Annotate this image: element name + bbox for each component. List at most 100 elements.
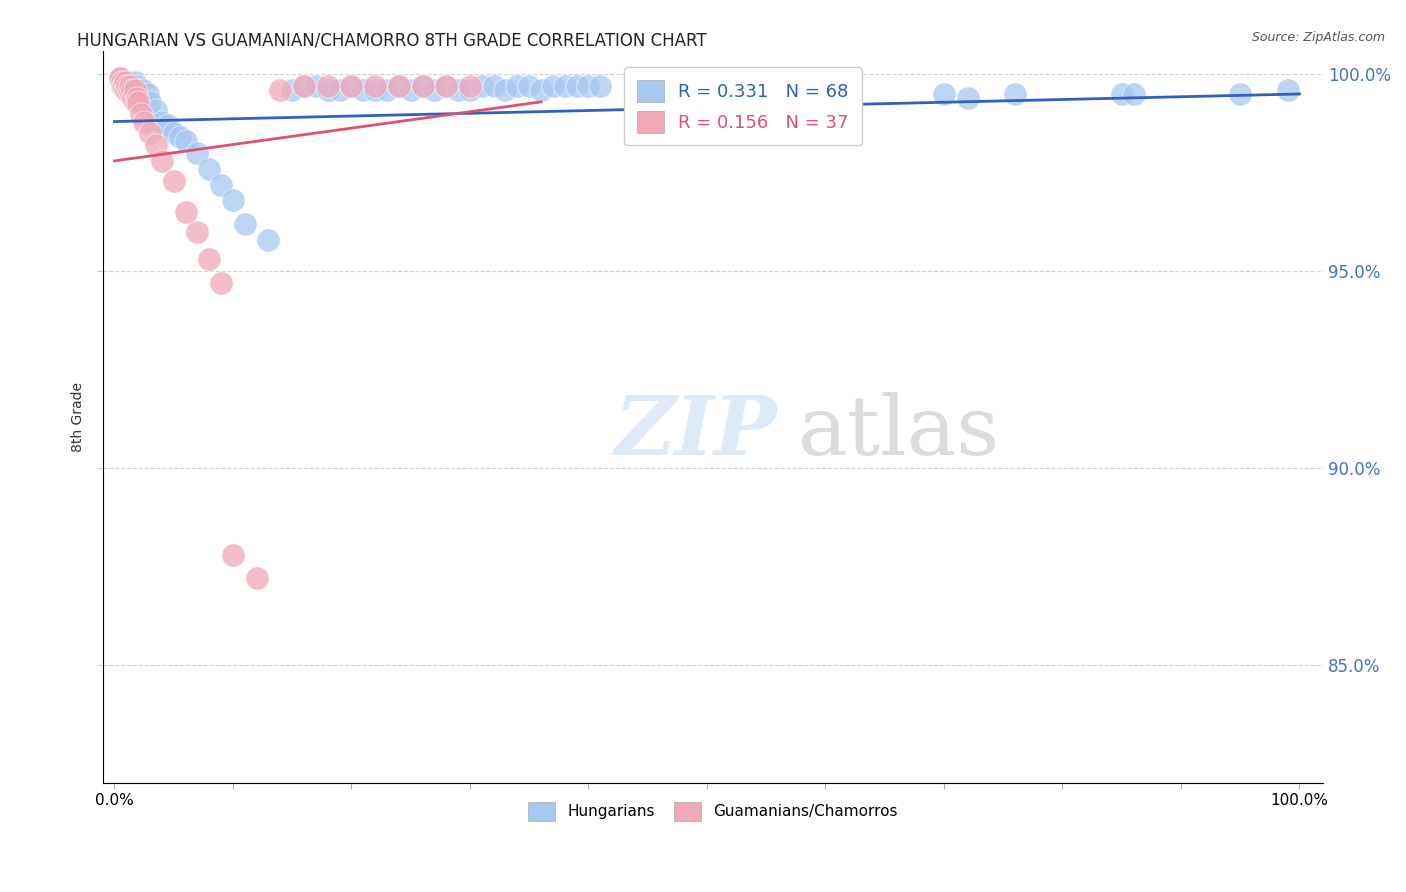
Point <box>956 91 979 105</box>
Point <box>150 114 173 128</box>
Point <box>554 79 576 94</box>
Point <box>114 75 136 89</box>
Point <box>150 153 173 168</box>
Point <box>118 83 141 97</box>
Point <box>111 79 134 94</box>
Point <box>118 79 141 94</box>
Point <box>471 79 494 94</box>
Point <box>506 79 529 94</box>
Point <box>412 79 434 94</box>
Point <box>132 83 155 97</box>
Point <box>305 79 328 94</box>
Point <box>340 79 363 94</box>
Point <box>412 79 434 94</box>
Point <box>364 83 387 97</box>
Point <box>209 276 232 290</box>
Point <box>388 79 411 94</box>
Point <box>120 87 142 101</box>
Point <box>132 91 155 105</box>
Point <box>122 91 145 105</box>
Point <box>364 79 387 94</box>
Point <box>340 79 363 94</box>
Point <box>281 83 304 97</box>
Point <box>121 79 143 94</box>
Point <box>329 83 352 97</box>
Point <box>118 75 141 89</box>
Point <box>125 91 148 105</box>
Point <box>246 571 269 585</box>
Point <box>125 95 148 109</box>
Point <box>932 87 955 101</box>
Point <box>145 103 167 117</box>
Point <box>482 79 505 94</box>
Y-axis label: 8th Grade: 8th Grade <box>72 382 86 452</box>
Point <box>169 130 191 145</box>
Point <box>124 75 146 89</box>
Point <box>447 83 470 97</box>
Point <box>145 138 167 153</box>
Point <box>198 161 221 176</box>
Point <box>292 79 315 94</box>
Point <box>589 79 612 94</box>
Point <box>458 83 481 97</box>
Point <box>375 83 398 97</box>
Point <box>565 79 588 94</box>
Point <box>198 252 221 267</box>
Point <box>110 75 132 89</box>
Point <box>136 87 159 101</box>
Point <box>1111 87 1133 101</box>
Point <box>1122 87 1144 101</box>
Point <box>127 95 149 109</box>
Point <box>139 127 162 141</box>
Point <box>110 71 132 86</box>
Text: HUNGARIAN VS GUAMANIAN/CHAMORRO 8TH GRADE CORRELATION CHART: HUNGARIAN VS GUAMANIAN/CHAMORRO 8TH GRAD… <box>77 31 707 49</box>
Point <box>1229 87 1251 101</box>
Point <box>222 194 245 208</box>
Point <box>114 75 136 89</box>
Point <box>174 205 197 219</box>
Point <box>110 79 132 94</box>
Point <box>541 79 564 94</box>
Point <box>125 83 148 97</box>
Point <box>117 79 139 94</box>
Point <box>517 79 540 94</box>
Point <box>127 83 149 97</box>
Point <box>1004 87 1026 101</box>
Point <box>1277 83 1299 97</box>
Point <box>222 548 245 562</box>
Point <box>292 79 315 94</box>
Point <box>118 79 141 94</box>
Point <box>352 83 374 97</box>
Point <box>112 79 135 94</box>
Point <box>316 79 339 94</box>
Point <box>117 79 139 94</box>
Point <box>388 79 411 94</box>
Point <box>399 83 422 97</box>
Point <box>115 83 138 97</box>
Point <box>132 114 155 128</box>
Point <box>209 178 232 192</box>
Point <box>578 79 600 94</box>
Point <box>120 79 142 94</box>
Point <box>458 79 481 94</box>
Point <box>115 83 138 97</box>
Point <box>423 83 446 97</box>
Point <box>124 83 146 97</box>
Point <box>257 233 280 247</box>
Point <box>125 79 148 94</box>
Text: ZIP: ZIP <box>616 392 778 472</box>
Point <box>122 83 145 97</box>
Point <box>111 75 134 89</box>
Point <box>163 127 186 141</box>
Point <box>233 217 256 231</box>
Point <box>269 83 291 97</box>
Point <box>156 119 179 133</box>
Text: atlas: atlas <box>799 392 1001 472</box>
Point <box>316 83 339 97</box>
Point <box>112 79 135 94</box>
Point <box>672 99 695 113</box>
Point <box>434 79 457 94</box>
Point <box>186 225 208 239</box>
Point <box>129 87 152 101</box>
Point <box>530 83 553 97</box>
